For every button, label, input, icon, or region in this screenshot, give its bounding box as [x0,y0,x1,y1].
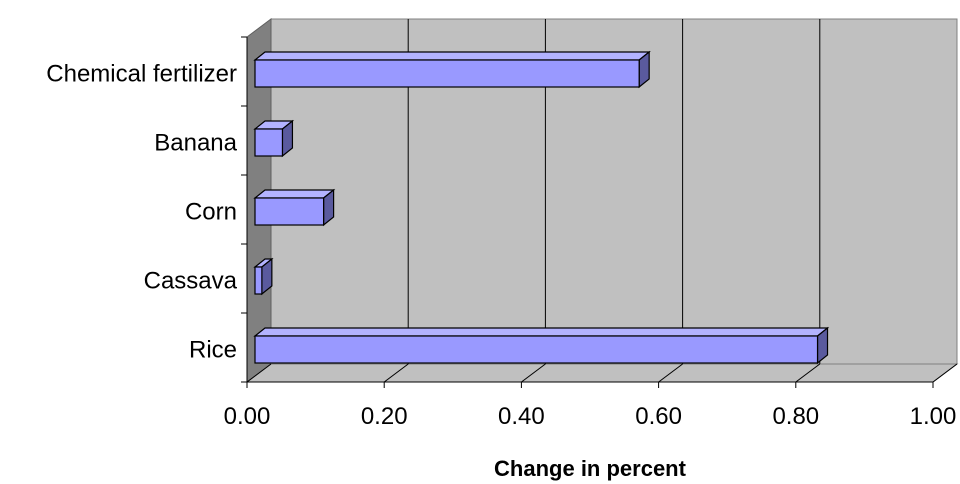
bar-top [253,51,651,61]
bar [254,266,263,295]
floor-gridline [932,363,958,383]
x-axis-title: Change in percent [494,456,687,481]
x-tick-label: 0.20 [361,403,408,430]
y-category-label: Chemical fertilizer [46,61,237,88]
bar [254,128,284,157]
floor-gridline [658,363,683,383]
plot-floor [245,363,959,383]
floor-gridline [795,363,821,383]
y-category-label: Corn [185,199,237,226]
floor-gridline [246,363,272,383]
x-tick-label: 0.00 [224,403,271,430]
bar [254,335,819,364]
floor-gridline [383,363,409,383]
floor-gridline [521,363,546,383]
x-tick-label: 0.80 [772,403,819,430]
x-tick-label: 0.60 [635,403,682,430]
bar-top [253,327,830,337]
bar [254,59,640,88]
y-category-label: Cassava [144,268,238,295]
x-tick-label: 1.00 [910,403,957,430]
x-tick-label: 0.40 [498,403,545,430]
y-category-label: Banana [154,130,237,157]
bar [254,197,325,226]
y-category-label: Rice [189,337,237,364]
bar-top [253,189,336,199]
